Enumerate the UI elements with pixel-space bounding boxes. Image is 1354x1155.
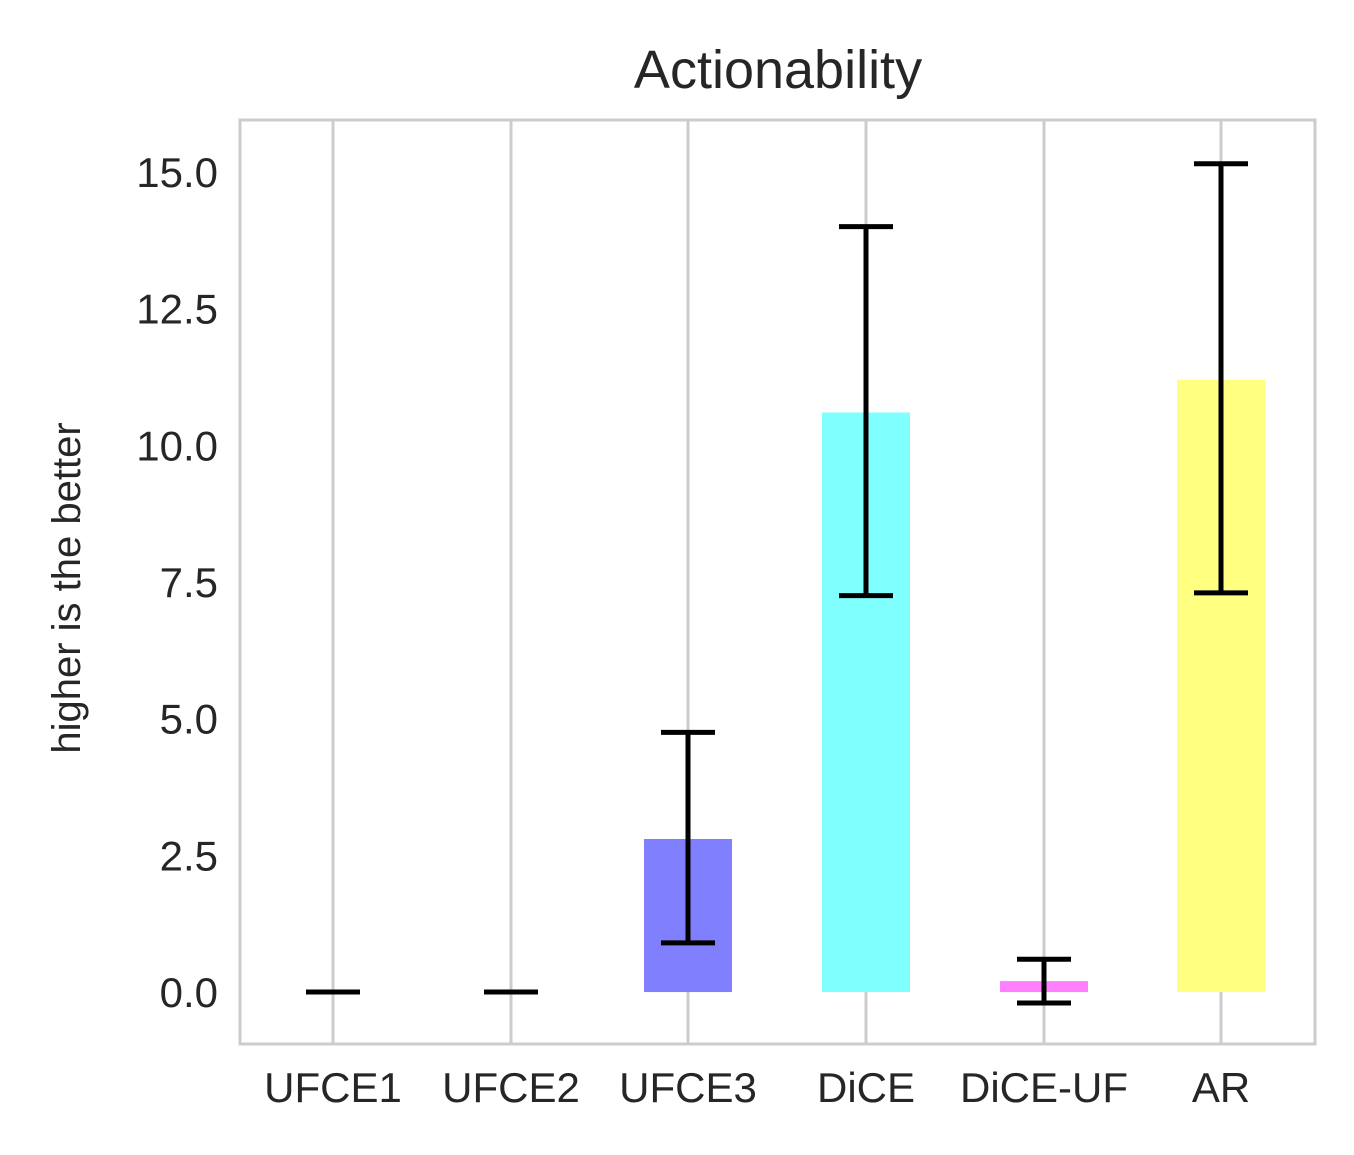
error-bar-dice (839, 224, 893, 599)
x-tick-label-ar: AR (1192, 1064, 1250, 1111)
y-tick-label: 5.0 (160, 696, 218, 743)
error-bar-layer (306, 161, 1248, 1006)
y-axis-label: higher is the better (45, 422, 89, 753)
y-tick-label: 7.5 (160, 559, 218, 606)
y-tick-label: 10.0 (136, 422, 218, 469)
y-tick-labels: 0.0 2.5 5.0 7.5 10.0 12.5 15.0 (136, 149, 218, 1016)
error-bar-ar (1194, 161, 1248, 596)
chart-title: Actionability (634, 40, 922, 100)
y-tick-label: 0.0 (160, 969, 218, 1016)
x-tick-label-dice: DiCE (817, 1064, 915, 1111)
x-tick-label-dice-uf: DiCE-UF (960, 1064, 1128, 1111)
plot-frame (238, 118, 1317, 1046)
grid-layer (331, 120, 1223, 1044)
y-tick-label: 15.0 (136, 149, 218, 196)
x-tick-label-ufce3: UFCE3 (619, 1064, 757, 1111)
x-tick-label-ufce1: UFCE1 (264, 1064, 402, 1111)
y-tick-label: 12.5 (136, 286, 218, 333)
error-bar-dice-uf (1017, 956, 1071, 1006)
error-bar-ufce3 (661, 729, 715, 946)
y-tick-label: 2.5 (160, 832, 218, 879)
x-tick-label-ufce2: UFCE2 (442, 1064, 580, 1111)
x-tick-labels: UFCE1 UFCE2 UFCE3 DiCE DiCE-UF AR (264, 1064, 1250, 1111)
bar-layer (644, 379, 1265, 993)
